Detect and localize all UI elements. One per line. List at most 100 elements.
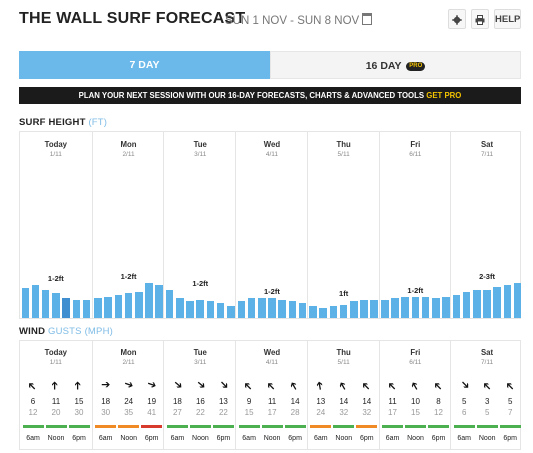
- surf-bar[interactable]: [114, 295, 123, 318]
- wind-time-slot[interactable]: ➔ 14 28 6pm: [284, 341, 307, 449]
- surf-bar[interactable]: [257, 298, 266, 318]
- surf-bar[interactable]: [319, 308, 328, 318]
- wind-time-slot[interactable]: ➔ 9 15 6am: [238, 341, 261, 449]
- surf-day-column[interactable]: Mon 2/11 1-2ft: [91, 132, 165, 318]
- surf-bar[interactable]: [31, 285, 40, 318]
- surf-bar[interactable]: [370, 300, 379, 318]
- surf-bar[interactable]: [309, 306, 317, 318]
- surf-bar[interactable]: [62, 298, 70, 318]
- wind-time-slot[interactable]: ➔ 18 27 6am: [166, 341, 189, 449]
- surf-bar[interactable]: [247, 298, 256, 318]
- get-pro-link[interactable]: GET PRO: [426, 91, 462, 100]
- surf-bar[interactable]: [432, 298, 440, 318]
- tab-16-day[interactable]: 16 DAY PRO: [270, 51, 521, 79]
- surf-bar[interactable]: [493, 287, 502, 318]
- surf-bar[interactable]: [124, 293, 133, 318]
- surf-range-label: 1ft: [339, 289, 349, 298]
- surf-bar[interactable]: [278, 300, 286, 318]
- surf-bar[interactable]: [513, 283, 522, 318]
- time-label: 6am: [457, 435, 471, 442]
- surf-bar[interactable]: [176, 298, 184, 318]
- surf-bar[interactable]: [462, 292, 471, 318]
- surf-day-column[interactable]: Fri 6/11 1-2ft: [378, 132, 452, 318]
- wind-day-column[interactable]: Tue 3/11 ➔ 18 27 6am ➔ 16 22 Noon ➔ 13 22 6pm: [163, 341, 236, 449]
- promo-banner[interactable]: PLAN YOUR NEXT SESSION WITH OUR 16-DAY F…: [19, 87, 521, 104]
- wind-day-column[interactable]: Thu 5/11 ➔ 13 24 6am ➔ 14 32 Noon ➔ 14 32 6pm: [306, 341, 380, 449]
- wind-day-column[interactable]: Wed 4/11 ➔ 9 15 6am ➔ 11 17 Noon ➔ 14 28 6pm: [235, 341, 308, 449]
- surf-bar[interactable]: [350, 301, 358, 318]
- surf-bar[interactable]: [411, 297, 420, 318]
- surf-bar[interactable]: [227, 306, 235, 318]
- wind-time-slot[interactable]: ➔ 8 12 6pm: [427, 341, 450, 449]
- wind-time-slot[interactable]: ➔ 15 30 6pm: [68, 341, 91, 449]
- wind-day-column[interactable]: Fri 6/11 ➔ 11 17 6am ➔ 10 15 Noon ➔ 8 12 6pm: [378, 341, 452, 449]
- surf-bar[interactable]: [196, 300, 205, 318]
- wind-time-slot[interactable]: ➔ 14 32 Noon: [332, 341, 355, 449]
- day-name: Mon: [120, 348, 137, 357]
- wind-time-slot[interactable]: ➔ 6 12 6am: [22, 341, 45, 449]
- surf-bar[interactable]: [21, 288, 30, 318]
- wind-time-slot[interactable]: ➔ 18 30 6am: [94, 341, 117, 449]
- wind-gust: 22: [195, 408, 205, 417]
- wind-time-slot[interactable]: ➔ 19 41 6pm: [140, 341, 163, 449]
- wind-day-column[interactable]: Sat 7/11 ➔ 5 6 6am ➔ 3 5 Noon ➔ 5 7 6pm: [450, 341, 523, 449]
- wind-direction-icon: ➔: [335, 378, 351, 393]
- surf-bar[interactable]: [41, 290, 50, 318]
- wind-day-column[interactable]: Today 1/11 ➔ 6 12 6am ➔ 11 20 Noon ➔ 15 30 6pm: [20, 341, 92, 449]
- surf-bar[interactable]: [473, 290, 481, 318]
- surf-day-column[interactable]: Thu 5/11 1ft: [306, 132, 380, 318]
- wind-time-slot[interactable]: ➔ 16 22 Noon: [189, 341, 212, 449]
- surf-bar[interactable]: [421, 297, 430, 318]
- surf-bar[interactable]: [82, 300, 91, 318]
- surf-bar[interactable]: [288, 301, 297, 318]
- date-range[interactable]: SUN 1 NOV - SUN 8 NOV: [225, 13, 373, 27]
- surf-day-column[interactable]: Tue 3/11 1-2ft: [163, 132, 236, 318]
- wind-time-slot[interactable]: ➔ 5 6 6am: [453, 341, 476, 449]
- wind-time-slot[interactable]: ➔ 13 22 6pm: [212, 341, 235, 449]
- surf-bar[interactable]: [360, 300, 368, 318]
- calendar-icon[interactable]: [362, 13, 373, 25]
- surf-bar[interactable]: [329, 306, 338, 318]
- surf-bar[interactable]: [503, 285, 512, 318]
- surf-bar[interactable]: [339, 305, 348, 318]
- surf-bar[interactable]: [134, 292, 143, 318]
- wind-day-column[interactable]: Mon 2/11 ➔ 18 30 6am ➔ 24 35 Noon ➔ 19 41 6pm: [91, 341, 165, 449]
- surf-bar[interactable]: [104, 297, 112, 318]
- help-button[interactable]: HELP: [494, 9, 521, 29]
- settings-button[interactable]: [448, 9, 466, 29]
- surf-day-column[interactable]: Sat 7/11 2-3ft: [450, 132, 523, 318]
- wind-time-slot[interactable]: ➔ 24 35 Noon: [117, 341, 140, 449]
- surf-bar[interactable]: [165, 290, 174, 318]
- wind-time-slot[interactable]: ➔ 14 32 6pm: [355, 341, 378, 449]
- wind-time-slot[interactable]: ➔ 11 20 Noon: [45, 341, 68, 449]
- surf-bar[interactable]: [483, 290, 491, 318]
- wind-time-slot[interactable]: ➔ 3 5 Noon: [476, 341, 499, 449]
- surf-bar[interactable]: [381, 300, 389, 318]
- surf-bar[interactable]: [391, 298, 399, 318]
- surf-bar[interactable]: [268, 298, 276, 318]
- wind-time-slot[interactable]: ➔ 11 17 Noon: [261, 341, 284, 449]
- wind-time-slot[interactable]: ➔ 10 15 Noon: [404, 341, 427, 449]
- surf-bar[interactable]: [72, 300, 81, 318]
- surf-bar[interactable]: [206, 301, 215, 318]
- surf-bar[interactable]: [155, 285, 163, 318]
- surf-day-column[interactable]: Wed 4/11 1-2ft: [235, 132, 308, 318]
- surf-bar[interactable]: [52, 293, 60, 318]
- surf-bar[interactable]: [401, 297, 409, 318]
- surf-day-column[interactable]: Today 1/11 1-2ft: [20, 132, 92, 318]
- wind-time-slot[interactable]: ➔ 11 17 6am: [381, 341, 404, 449]
- surf-bar[interactable]: [216, 303, 225, 318]
- surf-bar[interactable]: [186, 301, 194, 318]
- surf-bar[interactable]: [298, 303, 307, 318]
- wind-direction-icon: ➔: [264, 377, 280, 393]
- surf-bar[interactable]: [442, 297, 450, 318]
- surf-bar[interactable]: [145, 283, 153, 318]
- tab-7-day[interactable]: 7 DAY: [19, 51, 270, 79]
- print-button[interactable]: [471, 9, 489, 29]
- surf-bar[interactable]: [94, 298, 102, 318]
- surf-bar[interactable]: [237, 301, 246, 318]
- promo-text: PLAN YOUR NEXT SESSION WITH OUR 16-DAY F…: [78, 91, 425, 100]
- surf-bar[interactable]: [452, 295, 461, 318]
- wind-time-slot[interactable]: ➔ 5 7 6pm: [499, 341, 522, 449]
- wind-time-slot[interactable]: ➔ 13 24 6am: [309, 341, 332, 449]
